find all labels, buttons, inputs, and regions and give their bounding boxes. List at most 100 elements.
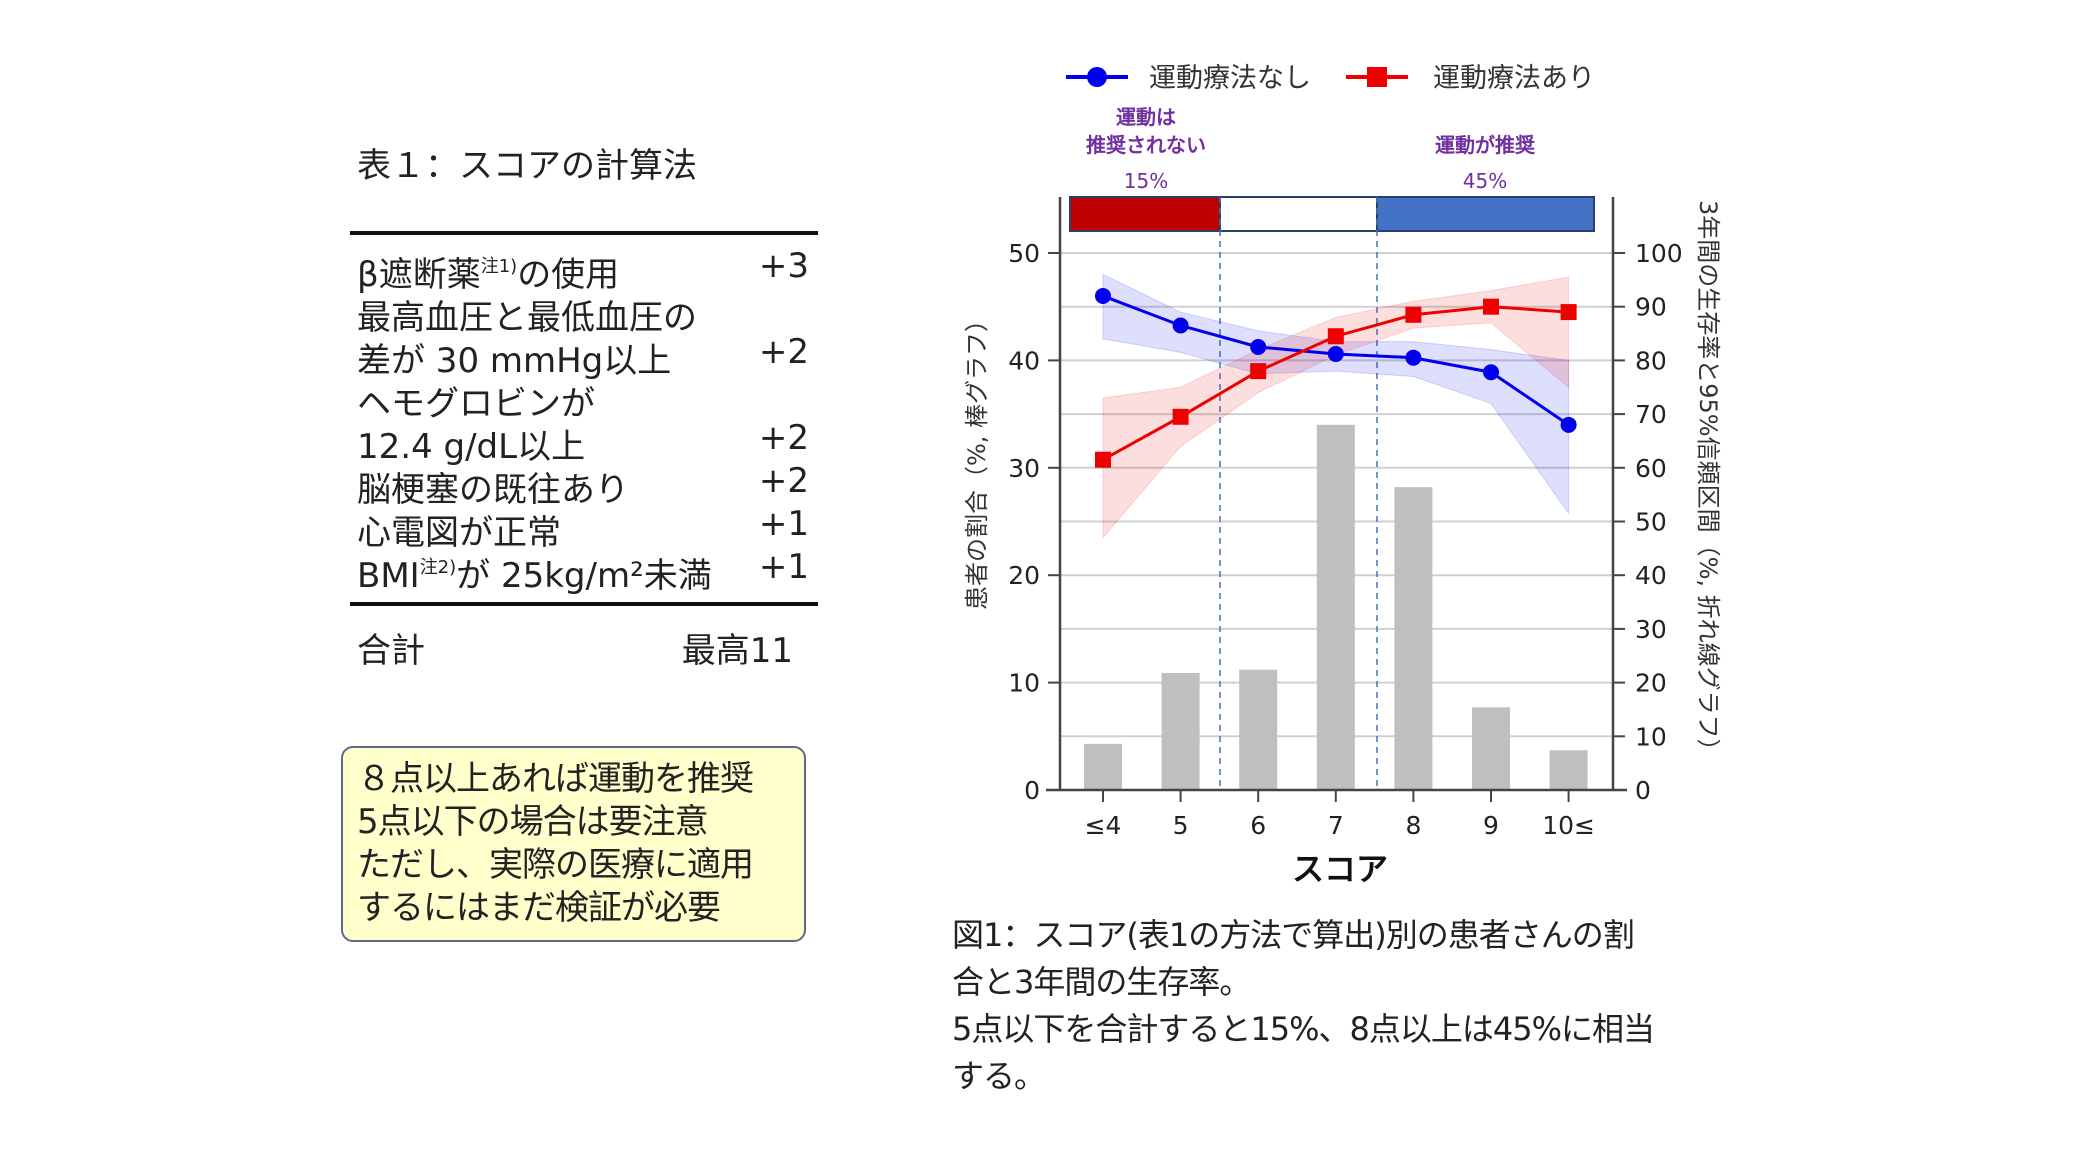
legend-label: 運動療法なし — [1149, 63, 1311, 94]
right-axis-title: 3年間の生存率と95%信頼区間（%, 折れ線グラフ） — [1694, 200, 1722, 763]
table-top-rule — [350, 231, 818, 235]
left-tick-label: 40 — [1008, 346, 1040, 375]
caption-line: する。 — [952, 1057, 1046, 1095]
data-point — [1483, 364, 1499, 381]
right-tick-label: 100 — [1635, 239, 1683, 268]
data-point — [1327, 345, 1344, 362]
caption-line: 図1：スコア(表1の方法で算出)別の患者さんの割 — [952, 916, 1635, 954]
right-tick-label: 50 — [1635, 508, 1667, 537]
left-axis-title: 患者の割合（%, 棒グラフ） — [963, 308, 991, 610]
bar — [1161, 672, 1200, 790]
bar — [1394, 487, 1433, 790]
zone-bar-segment — [1069, 196, 1221, 232]
note-line: ８点以上あれば運動を推奨 — [357, 759, 754, 799]
table-row: ヘモグロビンが — [357, 374, 809, 424]
confidence-band — [1102, 273, 1570, 516]
right-tick-label: 0 — [1635, 776, 1651, 805]
data-point — [1250, 338, 1267, 355]
data-point — [1250, 363, 1267, 380]
zone-percent: 15% — [1124, 169, 1168, 193]
data-point — [1172, 317, 1189, 334]
left-tick-label: 10 — [1008, 669, 1040, 698]
table-row: BMI注2)が 25kg/m²未満 +1 — [357, 546, 809, 596]
criterion-points: +3 — [758, 246, 809, 286]
left-tick-label: 0 — [1024, 776, 1040, 805]
x-axis-title: スコア — [1292, 850, 1388, 888]
zone-percent: 45% — [1463, 169, 1507, 193]
right-tick-label: 20 — [1635, 669, 1667, 698]
data-point — [1405, 349, 1422, 366]
criterion-text: 脳梗塞の既往あり — [357, 470, 629, 510]
bar — [1239, 669, 1278, 790]
criterion-text: β遮断薬注1)の使用 — [357, 255, 620, 295]
right-tick-label: 30 — [1635, 615, 1667, 644]
table-title: 表１：スコアの計算法 — [357, 146, 697, 186]
data-point — [1095, 451, 1111, 468]
table-row: 差が 30 mmHg以上 +2 — [357, 331, 809, 381]
legend-marker — [1087, 67, 1107, 87]
legend-marker — [1367, 67, 1387, 87]
criterion-points: +2 — [758, 332, 809, 372]
criterion-text: 差が 30 mmHg以上 — [357, 341, 672, 381]
data-point — [1560, 416, 1577, 433]
data-point — [1172, 408, 1189, 425]
x-tick-label: 7 — [1328, 811, 1344, 840]
bar — [1472, 707, 1510, 790]
table-row: 脳梗塞の既往あり +2 — [357, 460, 809, 510]
table-row: 最高血圧と最低血圧の — [357, 288, 809, 338]
right-tick-label: 40 — [1635, 561, 1667, 590]
x-tick-label: 6 — [1250, 811, 1266, 840]
bar — [1316, 424, 1355, 790]
criterion-text: 12.4 g/dL以上 — [357, 427, 586, 467]
caption-line: 合と3年間の生存率。 — [952, 963, 1251, 1001]
caption-line: 5点以下を合計すると15%、8点以上は45%に相当 — [952, 1010, 1655, 1048]
left-tick-label: 30 — [1008, 454, 1040, 483]
x-tick-label: 9 — [1483, 811, 1499, 840]
left-tick-label: 50 — [1008, 239, 1040, 268]
x-tick-label: 5 — [1173, 811, 1189, 840]
note-line: ただし、実際の医療に適用 — [357, 845, 754, 885]
note-box: ８点以上あれば運動を推奨 5点以下の場合は要注意 ただし、実際の医療に適用 する… — [341, 746, 806, 942]
criterion-text: 最高血圧と最低血圧の — [357, 298, 697, 338]
criterion-text: ヘモグロビンが — [357, 384, 595, 424]
table-row: β遮断薬注1)の使用 +3 — [357, 245, 809, 295]
x-tick-label: 10≤ — [1542, 811, 1595, 840]
data-point — [1095, 287, 1111, 304]
criterion-text: BMI注2)が 25kg/m²未満 — [357, 556, 712, 596]
total-value: 最高11 — [681, 631, 793, 671]
right-tick-label: 80 — [1635, 346, 1667, 375]
table-row: 12.4 g/dL以上 +2 — [357, 417, 809, 467]
right-tick-label: 10 — [1635, 722, 1667, 751]
x-tick-label: 8 — [1405, 811, 1421, 840]
left-tick-label: 20 — [1008, 561, 1040, 590]
zone-bar-segment — [1219, 196, 1378, 232]
note-line: するにはまだ検証が必要 — [357, 888, 721, 928]
right-tick-label: 60 — [1635, 454, 1667, 483]
data-point — [1483, 298, 1499, 315]
criterion-points: +2 — [758, 461, 809, 501]
right-tick-label: 70 — [1635, 400, 1667, 429]
right-tick-label: 90 — [1635, 293, 1667, 322]
table-bottom-rule — [350, 602, 818, 606]
criterion-points: +2 — [758, 418, 809, 458]
data-point — [1405, 306, 1422, 323]
zone-label: 運動が推奨 — [1435, 133, 1536, 157]
note-line: 5点以下の場合は要注意 — [357, 802, 709, 842]
data-point — [1560, 304, 1577, 321]
bar — [1549, 750, 1588, 790]
bar — [1084, 743, 1122, 790]
zone-bar-segment — [1376, 196, 1595, 232]
total-label: 合計 — [357, 631, 425, 671]
zone-label: 運動は — [1116, 105, 1176, 129]
figure-caption: 図1：スコア(表1の方法で算出)別の患者さんの割 合と3年間の生存率。 5点以下… — [952, 912, 1732, 1100]
table-row: 心電図が正常 +1 — [357, 503, 809, 553]
legend-label: 運動療法あり — [1433, 63, 1595, 94]
total-row: 合計 最高11 — [357, 630, 809, 673]
data-point — [1327, 328, 1344, 345]
criterion-text: 心電図が正常 — [357, 513, 561, 553]
x-tick-label: ≤4 — [1085, 811, 1122, 840]
criterion-points: +1 — [758, 504, 809, 544]
criterion-points: +1 — [758, 547, 809, 587]
zone-label: 推奨されない — [1086, 133, 1206, 157]
